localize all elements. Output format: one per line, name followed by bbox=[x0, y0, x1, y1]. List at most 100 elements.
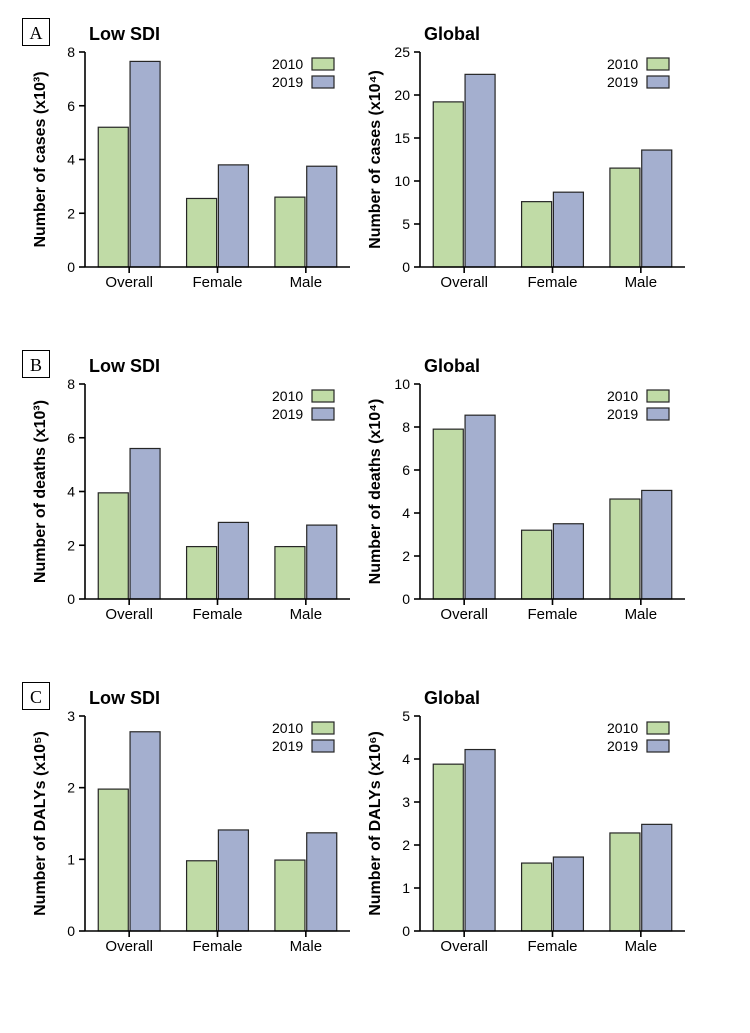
y-tick-label: 2 bbox=[402, 837, 410, 853]
x-tick-label: Overall bbox=[440, 274, 488, 291]
legend-label: 2010 bbox=[272, 56, 303, 72]
chart-cell-left: Low SDIOverallFemaleMale02468Number of c… bbox=[30, 24, 358, 301]
x-tick-label: Overall bbox=[105, 606, 153, 623]
bar-2010 bbox=[433, 429, 463, 599]
x-tick-label: Female bbox=[527, 606, 577, 623]
y-tick-label: 6 bbox=[402, 462, 410, 478]
x-tick-label: Female bbox=[192, 938, 242, 955]
bar-2019 bbox=[553, 524, 583, 599]
y-tick-label: 2 bbox=[67, 205, 75, 221]
x-tick-label: Male bbox=[625, 606, 658, 623]
y-tick-label: 0 bbox=[67, 923, 75, 939]
y-tick-label: 6 bbox=[67, 98, 75, 114]
y-tick-label: 4 bbox=[67, 152, 75, 168]
chart-cell-right: GlobalOverallFemaleMale0510152025Number … bbox=[365, 24, 693, 301]
y-tick-label: 25 bbox=[394, 44, 410, 60]
chart-title: Global bbox=[424, 688, 480, 708]
x-tick-label: Male bbox=[625, 274, 658, 291]
legend-label: 2019 bbox=[607, 738, 638, 754]
legend-label: 2019 bbox=[607, 74, 638, 90]
y-tick-label: 15 bbox=[394, 130, 410, 146]
legend-swatch bbox=[312, 740, 334, 752]
y-tick-label: 1 bbox=[402, 880, 410, 896]
x-tick-label: Male bbox=[625, 938, 658, 955]
chart-cell-left: Low SDIOverallFemaleMale02468Number of d… bbox=[30, 356, 358, 633]
x-tick-label: Male bbox=[290, 274, 323, 291]
y-tick-label: 8 bbox=[67, 376, 75, 392]
y-axis-label: Number of deaths (x10⁴) bbox=[367, 399, 384, 585]
bar-2019 bbox=[553, 857, 583, 931]
bar-2010 bbox=[610, 833, 640, 931]
bar-2010 bbox=[187, 547, 217, 599]
chart-svg: GlobalOverallFemaleMale012345Number of D… bbox=[365, 688, 693, 965]
bar-2019 bbox=[307, 525, 337, 599]
y-tick-label: 4 bbox=[402, 751, 410, 767]
y-axis-label: Number of DALYs (x10⁵) bbox=[32, 731, 49, 916]
legend-swatch bbox=[647, 722, 669, 734]
y-tick-label: 3 bbox=[67, 708, 75, 724]
bar-2019 bbox=[130, 732, 160, 931]
x-tick-label: Overall bbox=[105, 938, 153, 955]
chart-cell-right: GlobalOverallFemaleMale012345Number of D… bbox=[365, 688, 693, 965]
legend-label: 2019 bbox=[272, 406, 303, 422]
x-tick-label: Overall bbox=[440, 606, 488, 623]
chart-title: Low SDI bbox=[89, 356, 160, 376]
chart-title: Global bbox=[424, 356, 480, 376]
bar-2010 bbox=[275, 860, 305, 931]
bar-2010 bbox=[522, 863, 552, 931]
chart-title: Low SDI bbox=[89, 24, 160, 44]
y-tick-label: 4 bbox=[67, 484, 75, 500]
y-tick-label: 4 bbox=[402, 505, 410, 521]
bar-2019 bbox=[642, 824, 672, 931]
chart-svg: Low SDIOverallFemaleMale02468Number of d… bbox=[30, 356, 358, 633]
legend-swatch bbox=[647, 390, 669, 402]
bar-2010 bbox=[522, 202, 552, 267]
y-tick-label: 0 bbox=[402, 591, 410, 607]
legend-label: 2010 bbox=[607, 56, 638, 72]
y-tick-label: 2 bbox=[402, 548, 410, 564]
bar-2019 bbox=[307, 833, 337, 931]
bar-2019 bbox=[465, 74, 495, 267]
legend-label: 2010 bbox=[272, 388, 303, 404]
chart-cell-left: Low SDIOverallFemaleMale0123Number of DA… bbox=[30, 688, 358, 965]
y-tick-label: 0 bbox=[402, 923, 410, 939]
bar-2019 bbox=[553, 192, 583, 267]
chart-title: Global bbox=[424, 24, 480, 44]
y-tick-label: 2 bbox=[67, 780, 75, 796]
legend-label: 2019 bbox=[607, 406, 638, 422]
y-tick-label: 1 bbox=[67, 851, 75, 867]
chart-svg: Low SDIOverallFemaleMale0123Number of DA… bbox=[30, 688, 358, 965]
legend-swatch bbox=[647, 58, 669, 70]
bar-2010 bbox=[98, 127, 128, 267]
x-tick-label: Male bbox=[290, 938, 323, 955]
x-tick-label: Overall bbox=[440, 938, 488, 955]
bar-2019 bbox=[218, 165, 248, 267]
x-tick-label: Female bbox=[192, 606, 242, 623]
bar-2010 bbox=[275, 547, 305, 599]
bar-2019 bbox=[130, 449, 160, 600]
bar-2019 bbox=[218, 830, 248, 931]
y-tick-label: 0 bbox=[67, 259, 75, 275]
legend-swatch bbox=[312, 408, 334, 420]
legend-swatch bbox=[312, 390, 334, 402]
y-axis-label: Number of deaths (x10³) bbox=[32, 400, 49, 583]
legend-swatch bbox=[647, 76, 669, 88]
bar-2010 bbox=[98, 789, 128, 931]
legend-label: 2010 bbox=[607, 388, 638, 404]
x-tick-label: Female bbox=[527, 938, 577, 955]
x-tick-label: Overall bbox=[105, 274, 153, 291]
bar-2019 bbox=[465, 415, 495, 599]
bar-2010 bbox=[98, 493, 128, 599]
bar-2010 bbox=[275, 197, 305, 267]
bar-2019 bbox=[642, 490, 672, 599]
legend-swatch bbox=[312, 722, 334, 734]
y-tick-label: 0 bbox=[67, 591, 75, 607]
bar-2019 bbox=[307, 166, 337, 267]
chart-cell-right: GlobalOverallFemaleMale0246810Number of … bbox=[365, 356, 693, 633]
legend-swatch bbox=[312, 76, 334, 88]
bar-2010 bbox=[610, 499, 640, 599]
y-tick-label: 5 bbox=[402, 708, 410, 724]
legend-swatch bbox=[647, 740, 669, 752]
bar-2019 bbox=[130, 61, 160, 267]
bar-2010 bbox=[433, 764, 463, 931]
